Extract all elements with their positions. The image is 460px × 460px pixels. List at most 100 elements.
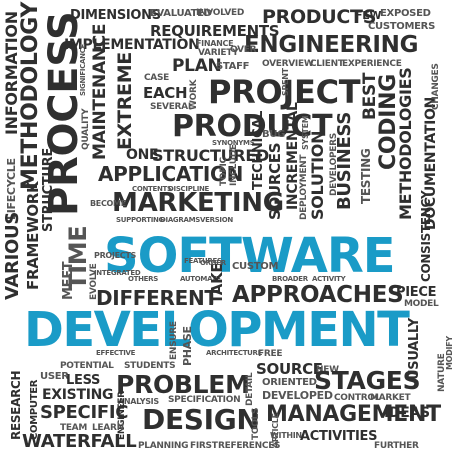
word-waterfall: WATERFALL <box>22 431 137 452</box>
word-process: PROCESS <box>41 11 87 216</box>
word-exposed: EXPOSED <box>380 8 431 19</box>
word-different: DIFFERENT <box>96 286 218 310</box>
word-research: RESEARCH <box>9 370 23 440</box>
word-analysis: ANALYSIS <box>118 397 159 406</box>
word-automate: AUTOMATE <box>180 275 221 283</box>
word-overview: OVERVIEW <box>262 59 314 69</box>
word-diagrams: DIAGRAMS <box>160 216 200 224</box>
word-work: WORK <box>189 79 199 110</box>
word-potential: POTENTIAL <box>60 361 114 371</box>
word-version: VERSION <box>200 216 233 224</box>
word-implementation: IMPLEMENTATION <box>64 37 200 53</box>
word-dimensions: DIMENSIONS <box>70 8 161 23</box>
word-less: LESS <box>66 373 101 388</box>
word-approaches: APPROACHES <box>232 282 404 308</box>
word-oriented: ORIENTED <box>262 377 317 388</box>
word-architecture: ARCHITECTURE <box>206 349 263 357</box>
word-further: FURTHER <box>374 441 419 451</box>
word-incremental: INCREMENTAL <box>285 102 301 210</box>
word-become: BECOME <box>90 199 126 208</box>
word-framework: FRAMEWORK <box>24 181 42 290</box>
word-activities: ACTIVITIES <box>300 429 378 444</box>
word-consistency: CONSISTENCY <box>419 190 433 282</box>
word-activity: ACTIVITY <box>312 275 346 283</box>
word-source: SOURCE <box>256 360 323 378</box>
word-solution: SOLUTION <box>308 130 327 220</box>
word-integrated: INTEGRATED <box>94 269 141 277</box>
word-evaluated: EVALUATED <box>150 8 212 19</box>
word-business: BUSINESS <box>334 111 355 210</box>
word-contents: CONTENTS <box>132 185 172 193</box>
word-developed: DEVELOPED <box>262 389 333 402</box>
word-variety: VARIETY <box>198 48 239 58</box>
word-testing: TESTING <box>359 148 373 204</box>
word-take: TAKE <box>208 262 226 304</box>
word-market: MARKET <box>370 393 411 403</box>
word-spent: SPENT <box>281 68 290 96</box>
word-existing: EXISTING <box>42 387 114 403</box>
word-planning: PLANNING <box>138 441 189 451</box>
word-references: REFERENCES <box>218 441 281 451</box>
word-requirements: REQUIREMENTS <box>150 22 280 40</box>
word-custom: CUSTOM <box>232 261 279 272</box>
word-meet: MEET <box>61 261 76 300</box>
word-team: TEAM <box>60 423 88 433</box>
word-staff: STAFF <box>216 61 250 72</box>
word-methodology: METHODOLOGY <box>18 1 43 190</box>
word-synonyms: SYNONYMS <box>212 139 255 147</box>
word-involved: INVOLVED <box>196 8 245 18</box>
word-piece: PIECE <box>396 285 437 300</box>
word-specific: SPECIFIC <box>40 402 129 423</box>
word-control: CONTROL <box>334 393 381 403</box>
word-problem: PROBLEM <box>116 370 250 399</box>
word-detail: DETAIL <box>245 372 255 406</box>
word-technical: TECHNICAL <box>251 110 266 190</box>
word-plan: PLAN <box>172 56 222 76</box>
word-product: PRODUCT <box>172 109 333 144</box>
word-engineering: ENGINEERING <box>244 32 419 58</box>
word-application: APPLICATION <box>98 162 244 186</box>
word-new: NEW <box>316 365 339 375</box>
word-modify: MODIFY <box>445 336 454 370</box>
word-students: STUDENTS <box>124 361 176 371</box>
word-structured: STRUCTURED <box>152 146 269 165</box>
word-project: PROJECT <box>208 73 361 111</box>
word-maintenance: MAINTENANCE <box>90 23 110 160</box>
word-several: SEVERAL <box>150 102 194 112</box>
word-significance: SIGNIFICANCE <box>79 44 87 96</box>
word-topic: TOPIC <box>219 157 229 186</box>
word-marketing: MARKETING <box>112 188 284 218</box>
word-features: FEATURES <box>184 257 222 265</box>
word-stages: STAGES <box>314 366 421 395</box>
word-few: FEW <box>355 9 382 22</box>
word-user: USER <box>40 371 69 382</box>
word-case: CASE <box>144 73 170 83</box>
word-customers: CUSTOMERS <box>368 21 435 32</box>
word-specification: SPECIFICATION <box>168 395 241 405</box>
word-development: DEVELOPMENT <box>24 302 410 358</box>
word-bug: BUG <box>262 129 286 140</box>
word-article: ARTICLE <box>271 413 280 448</box>
word-broader: BROADER <box>272 275 308 283</box>
word-methodologies: METHODOLOGIES <box>396 67 415 220</box>
word-sources: SOURCES <box>266 142 284 220</box>
word-each: EACH <box>143 84 188 102</box>
word-supporting: SUPPORTING <box>116 216 164 224</box>
word-ideas: IDEAS <box>384 405 430 421</box>
word-model: MODEL <box>404 299 439 309</box>
word-effective: EFFECTIVE <box>96 349 136 357</box>
word-include: INCLUDE <box>229 144 239 186</box>
word-learn: LEARN <box>92 423 124 433</box>
word-changes: CHANGES <box>431 63 441 110</box>
word-first: FIRST <box>190 441 218 451</box>
word-design: DESIGN <box>142 403 260 436</box>
word-discipline: DISCIPLINE <box>168 185 210 193</box>
word-products: PRODUCTS <box>262 6 377 28</box>
word-order: ORDER <box>200 259 226 267</box>
word-quality: QUALITY <box>81 108 91 150</box>
word-projects: PROJECTS <box>94 251 136 260</box>
word-management: MANAGEMENT <box>266 402 441 427</box>
word-extreme: EXTREME <box>114 52 136 150</box>
word-software: SOFTWARE <box>104 228 396 284</box>
